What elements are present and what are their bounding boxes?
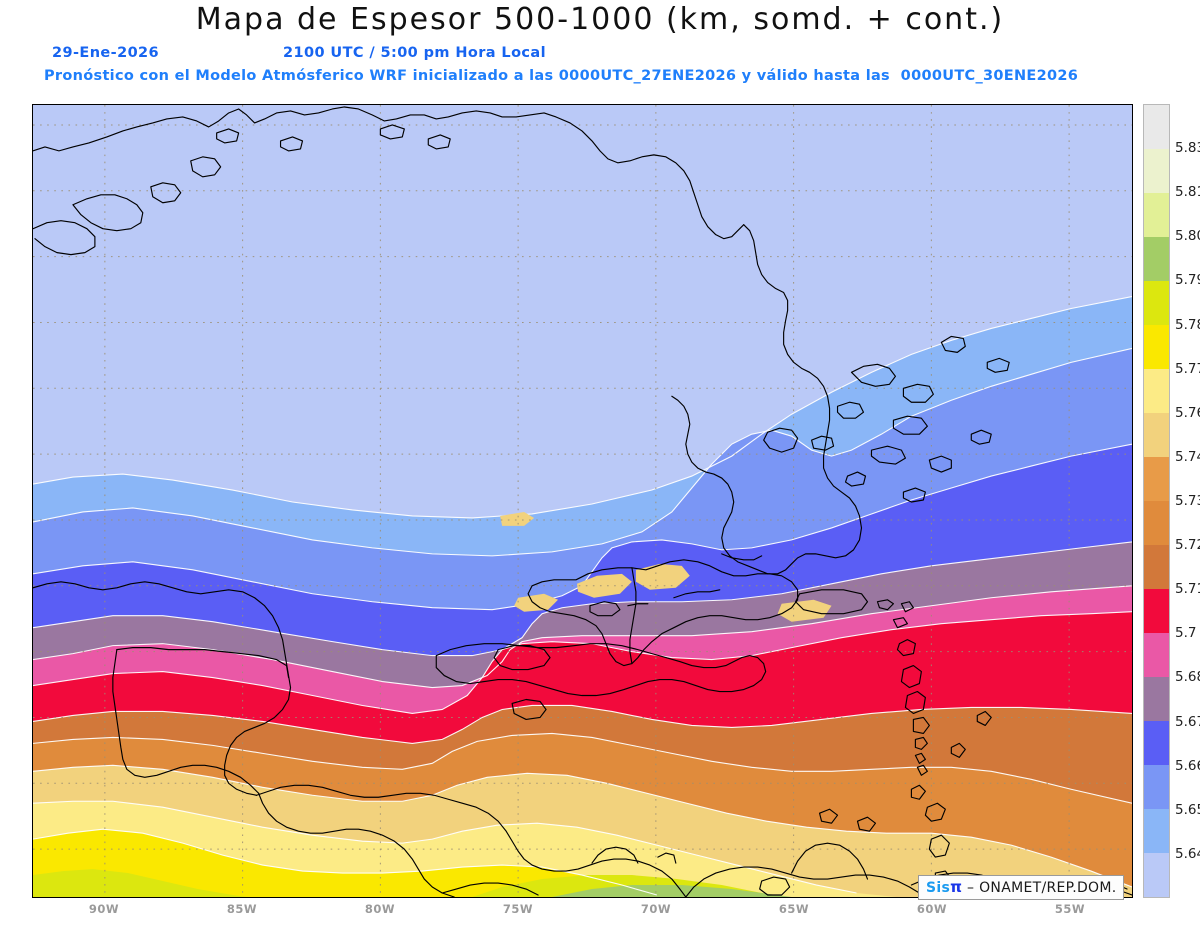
colorbar-tick-label: 5.724 — [1175, 537, 1200, 554]
forecast-time: 2100 UTC / 5:00 pm Hora Local — [283, 45, 546, 61]
x-tick: 75W — [502, 902, 534, 916]
coastlines — [33, 106, 1132, 897]
terrain-pockets — [500, 511, 832, 622]
brand-pi-icon: π — [950, 878, 963, 896]
colorbar-band — [1144, 413, 1169, 457]
colorbar-band — [1144, 589, 1169, 633]
brand-sis-text: Sis — [926, 880, 951, 896]
x-tick: 55W — [1054, 902, 1086, 916]
thickness-contour-map — [33, 105, 1132, 897]
colorbar-tick-label: 5.783 — [1175, 316, 1200, 333]
colorbar-band — [1144, 457, 1169, 501]
colorbar-tick-label: 5.712 — [1175, 581, 1200, 598]
x-tick: 65W — [778, 902, 810, 916]
colorbar-tick-label: 5.652 — [1175, 801, 1200, 818]
colorbar-band — [1144, 633, 1169, 677]
x-tick: 80W — [364, 902, 396, 916]
colorbar-band — [1144, 193, 1169, 237]
map-plot-area[interactable] — [32, 104, 1133, 898]
colorbar-tick-label: 5.7 — [1175, 625, 1197, 642]
colorbar-band — [1144, 237, 1169, 281]
contour-bands — [33, 105, 1132, 897]
map-frame — [32, 104, 1133, 898]
colorbar-tick-label: 5.795 — [1175, 272, 1200, 289]
colorbar-tick-label: 5.819 — [1175, 184, 1200, 201]
colorbar-band — [1144, 501, 1169, 545]
colorbar-band — [1144, 721, 1169, 765]
colorbar-band — [1144, 765, 1169, 809]
colorbar-tick-label: 5.76 — [1175, 404, 1200, 421]
contour-lines — [33, 295, 1132, 896]
colorbar-tick-label: 5.64 — [1175, 845, 1200, 862]
colorbar-band — [1144, 281, 1169, 325]
page-title: Mapa de Espesor 500-1000 (km, somd. + co… — [195, 2, 1005, 37]
graticule — [33, 105, 1132, 897]
x-tick: 70W — [640, 902, 672, 916]
colorbar-tick-label: 5.664 — [1175, 757, 1200, 774]
colorbar-tick-label: 5.772 — [1175, 360, 1200, 377]
colorbar-band — [1144, 809, 1169, 853]
x-tick: 90W — [88, 902, 120, 916]
colorbar-band — [1144, 677, 1169, 721]
colorbar-tick-label: 5.831 — [1175, 140, 1200, 157]
colorbar-bands — [1143, 104, 1170, 898]
watermark-logo: Sisπ – ONAMET/REP.DOM. — [918, 875, 1125, 900]
colorbar-tick-label: 5.736 — [1175, 493, 1200, 509]
forecast-date: 29-Ene-2026 — [52, 45, 160, 61]
colorbar-band — [1144, 325, 1169, 369]
x-tick: 60W — [916, 902, 948, 916]
colorbar-tick-label: 5.748 — [1175, 448, 1200, 465]
header: Mapa de Espesor 500-1000 (km, somd. + co… — [0, 0, 1200, 92]
colorbar-band — [1144, 853, 1169, 897]
colorbar-band — [1144, 369, 1169, 413]
forecast-description: Pronóstico con el Modelo Atmósferico WRF… — [44, 68, 1079, 84]
colorbar-tick-label: 5.688 — [1175, 669, 1200, 686]
brand-agency-text: – ONAMET/REP.DOM. — [962, 880, 1117, 896]
colorbar-band — [1144, 149, 1169, 193]
colorbar-band — [1144, 545, 1169, 589]
colorbar[interactable] — [1143, 104, 1170, 898]
x-tick: 85W — [226, 902, 258, 916]
colorbar-tick-label: 5.807 — [1175, 228, 1200, 245]
colorbar-band — [1144, 105, 1169, 149]
colorbar-tick-label: 5.676 — [1175, 713, 1200, 730]
